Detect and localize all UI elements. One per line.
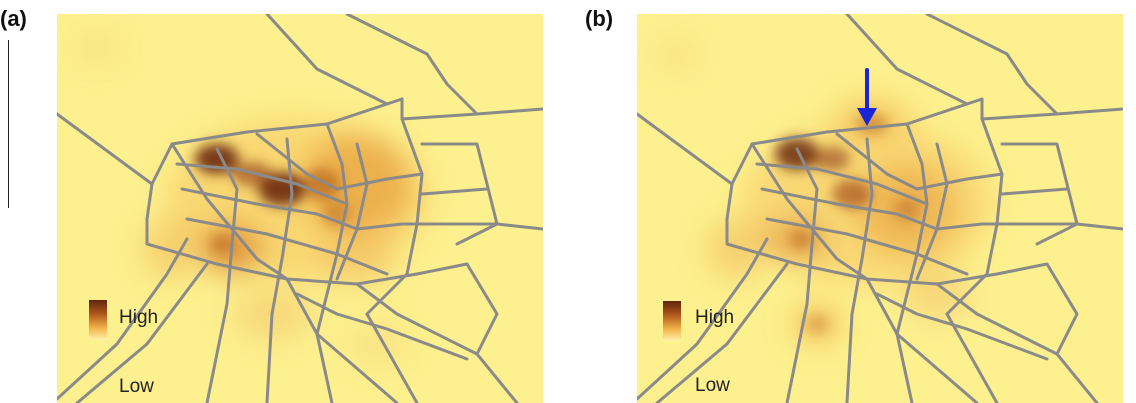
legend-low-label: Low [695,375,730,396]
legend-color-ramp [663,301,681,341]
panel-label-a: (a) [0,6,27,31]
arrow-head [857,108,877,126]
heatmap-b-svg: High Low [637,14,1123,403]
margin-line [8,40,9,208]
annotation-arrow [857,68,877,126]
heatmap-panel-b: High Low [637,14,1123,403]
road-network [637,14,1123,403]
legend: High Low [89,300,158,397]
heatmap-a-svg: High Low [57,14,543,403]
legend-high-label: High [119,307,158,328]
legend-low-label: Low [119,376,154,397]
road-network [57,14,543,403]
heatmap-panel-a: High Low [57,14,543,403]
panel-label-b: (b) [585,6,614,31]
legend-color-ramp [89,300,107,340]
legend-high-label: High [695,307,734,328]
legend: High Low [663,301,734,396]
